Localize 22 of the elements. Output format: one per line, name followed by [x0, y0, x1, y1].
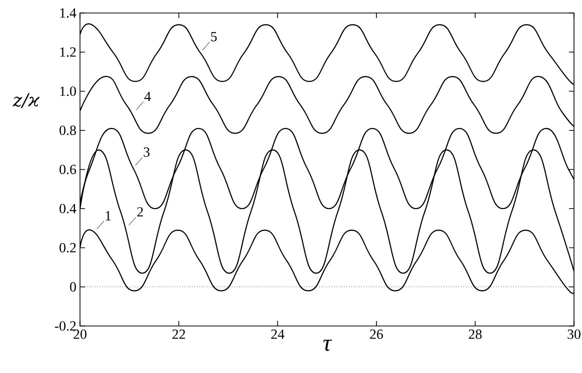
y-tick-label: -0.2 — [54, 321, 76, 331]
annotation: 4 — [144, 92, 151, 102]
x-tick-label: 20 — [74, 330, 86, 339]
x-axis-title: τ — [323, 340, 332, 351]
annotation: 1 — [106, 211, 111, 220]
annotation: 3 — [144, 147, 150, 157]
y-tick-label: 1.4 — [60, 8, 76, 18]
annotation: 2 — [137, 207, 143, 216]
annotation: 5 — [211, 32, 217, 42]
x-tick-label: 26 — [370, 330, 383, 339]
y-tick-label: 1.2 — [60, 47, 76, 57]
y-axis-title: z/ϰ — [12, 93, 40, 108]
y-tick-label: 1.0 — [60, 86, 76, 96]
y-tick-label: 0.6 — [60, 164, 76, 174]
y-tick-label: 0.2 — [60, 243, 76, 252]
y-tick-label: 0.8 — [60, 126, 76, 136]
x-tick-label: 28 — [468, 330, 482, 339]
y-tick-label: 0 — [70, 282, 76, 292]
x-tick-label: 24 — [271, 330, 284, 339]
y-tick-label: 0.4 — [60, 204, 76, 214]
x-tick-label: 30 — [568, 330, 580, 339]
x-tick-label: 22 — [172, 330, 186, 339]
